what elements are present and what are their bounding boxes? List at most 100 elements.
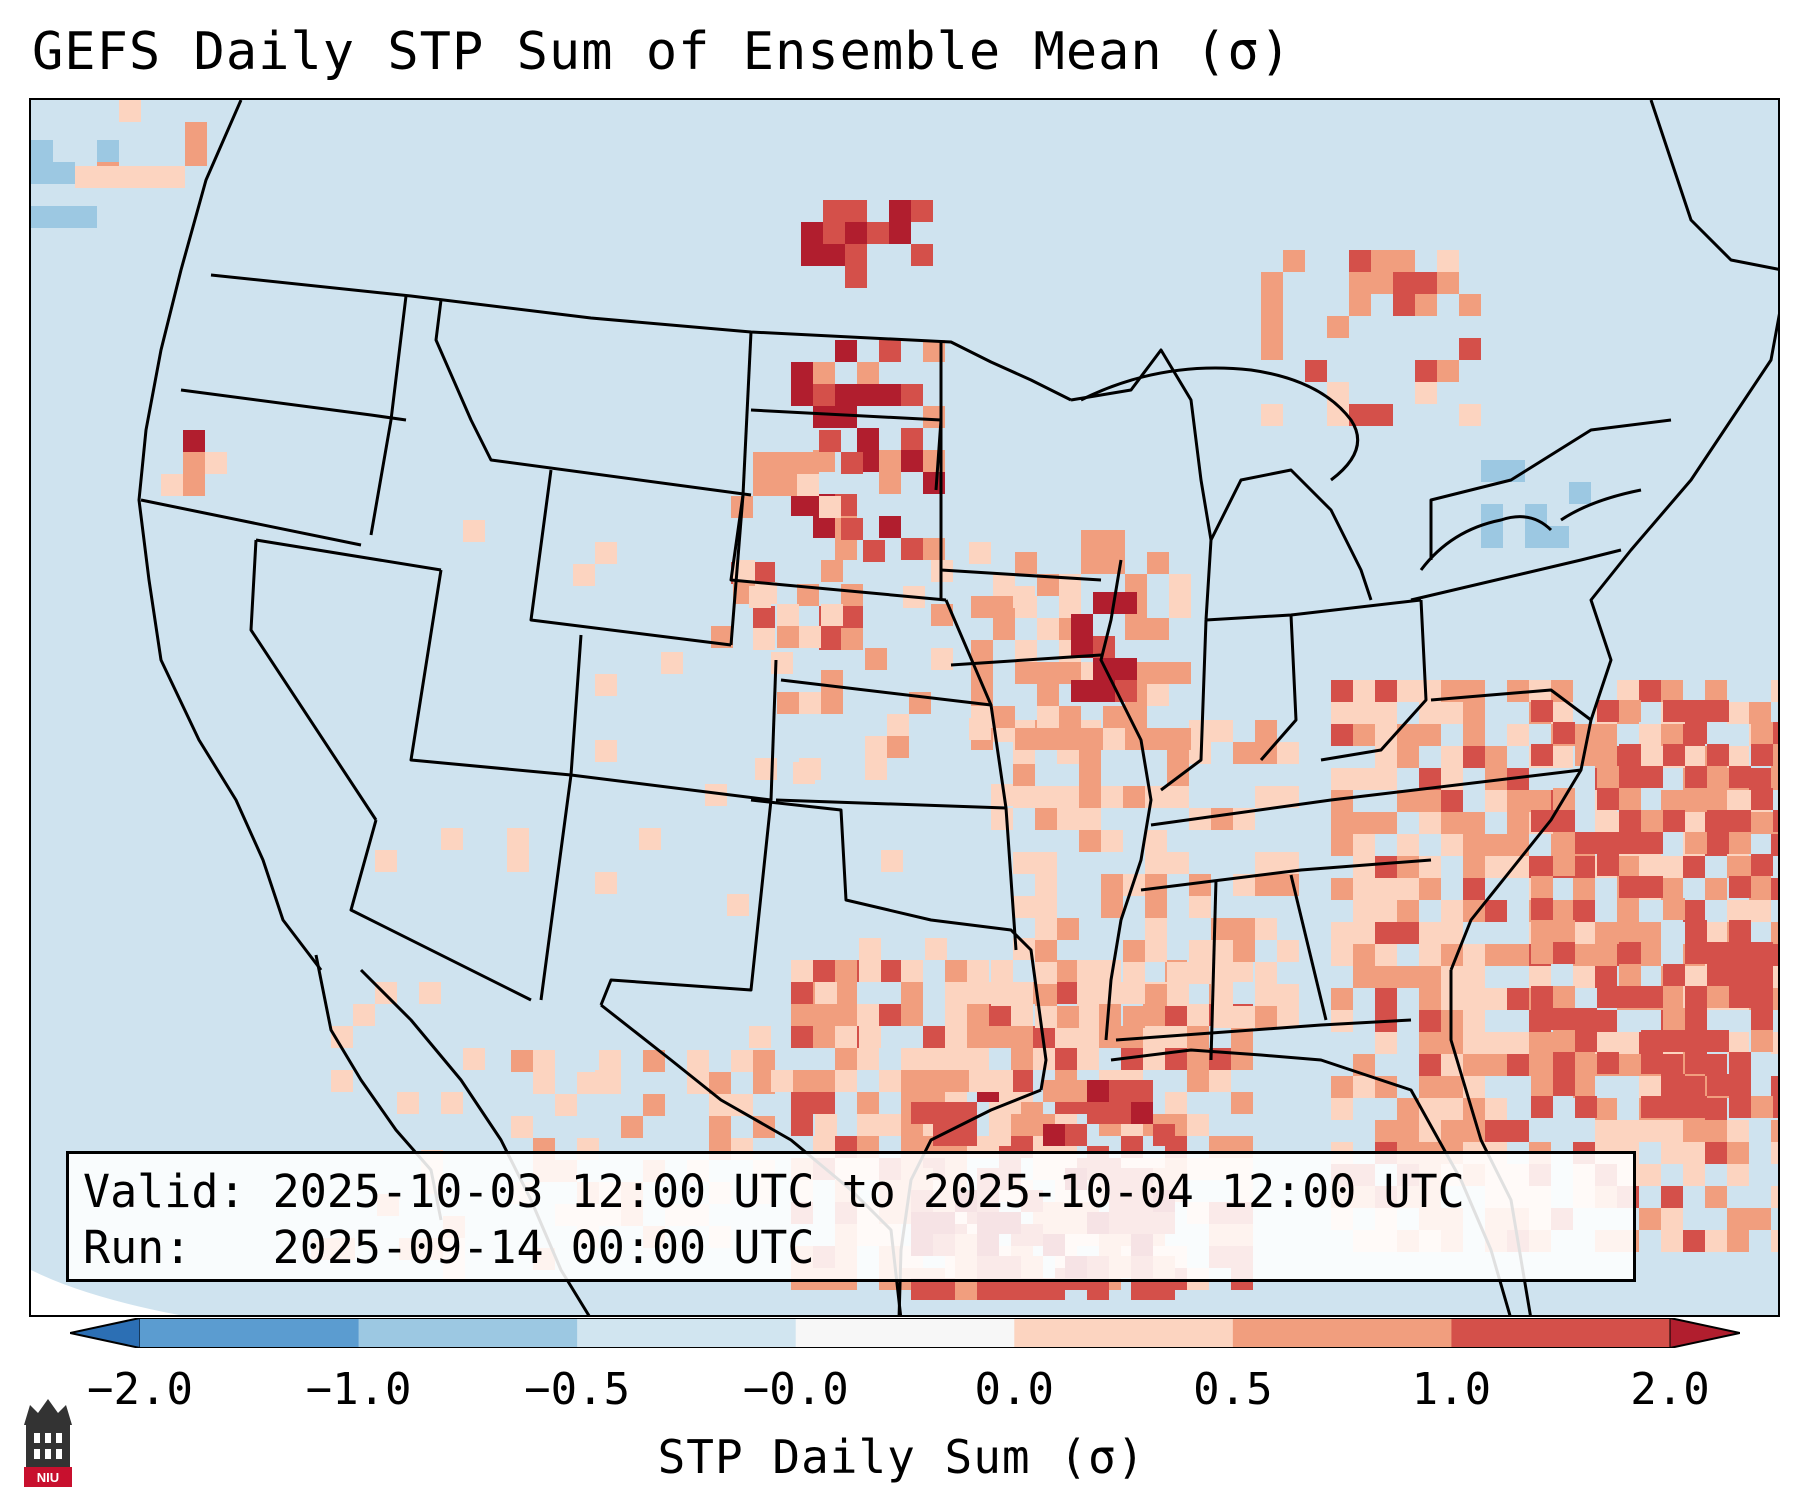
ms-al-border <box>1209 879 1218 1061</box>
stp-cell <box>819 430 841 452</box>
stp-cell <box>1595 812 1617 834</box>
stp-cell <box>1211 1006 1233 1028</box>
stp-cell <box>1261 294 1283 316</box>
stp-cell <box>1595 1120 1617 1142</box>
stp-cell <box>1035 984 1057 1006</box>
stp-cell <box>865 736 887 758</box>
stp-cell <box>989 1004 1011 1026</box>
stp-cell <box>1147 684 1169 706</box>
stp-cell <box>1751 1008 1773 1030</box>
stp-cell <box>1727 1032 1749 1054</box>
stp-cell <box>1485 1098 1507 1120</box>
stp-cell <box>1353 1054 1375 1076</box>
stp-cell <box>1485 1120 1507 1142</box>
stp-cell <box>1661 856 1683 878</box>
stp-cell <box>1595 922 1617 944</box>
stp-cell <box>1419 878 1441 900</box>
stp-cell <box>643 1094 665 1116</box>
stp-cell <box>813 362 835 384</box>
stp-cell <box>1463 856 1485 878</box>
stp-cell <box>945 1070 967 1092</box>
stp-cell <box>1071 680 1093 702</box>
stp-cell <box>967 1004 989 1026</box>
projection-edge <box>31 1270 180 1315</box>
tn-south <box>1140 858 1432 892</box>
stp-cell <box>727 894 749 916</box>
stp-cell <box>835 1004 857 1026</box>
stp-cell <box>1463 1032 1485 1054</box>
stp-cell <box>823 222 845 244</box>
stp-cell <box>1683 1164 1705 1186</box>
stp-cell <box>1415 272 1437 294</box>
stp-cell <box>775 474 797 496</box>
stp-cell <box>1277 786 1299 808</box>
stp-cell <box>857 1004 879 1026</box>
stp-cell <box>1503 460 1525 482</box>
stp-cell <box>1441 944 1463 966</box>
stp-cell <box>75 166 97 188</box>
stp-cell <box>1531 942 1553 964</box>
stp-cell <box>1371 404 1393 426</box>
stp-cell <box>1099 960 1121 982</box>
stp-cell <box>845 200 867 222</box>
stp-cell <box>1705 680 1727 702</box>
stp-cell <box>1751 722 1773 744</box>
stp-cell <box>1331 680 1353 702</box>
stp-cell <box>183 452 205 474</box>
stp-cell <box>1617 900 1639 922</box>
stp-cell <box>1707 700 1729 722</box>
stp-cell <box>1371 272 1393 294</box>
stp-cell <box>1055 960 1077 982</box>
stp-cell <box>1441 790 1463 812</box>
stp-cell <box>1751 986 1773 1008</box>
stp-cell <box>1231 960 1253 982</box>
stp-cell <box>1507 944 1529 966</box>
stp-cell <box>1393 294 1415 316</box>
stp-cell <box>991 960 1013 982</box>
stp-cell <box>1771 1230 1778 1252</box>
stp-cell <box>753 1050 775 1072</box>
al-ga-border <box>1289 874 1328 1021</box>
stp-cell <box>1437 250 1459 272</box>
stp-cell <box>791 960 813 982</box>
stp-cell <box>813 1070 835 1092</box>
stp-cell <box>1375 1032 1397 1054</box>
stp-cell <box>1531 700 1553 722</box>
stp-cell <box>1169 728 1191 750</box>
stp-cell <box>1187 1004 1209 1026</box>
stp-cell <box>1397 680 1419 702</box>
stp-cell <box>1641 1052 1663 1074</box>
stp-cell <box>1749 702 1771 724</box>
stp-cell <box>511 1116 533 1138</box>
stp-cell <box>1771 1186 1778 1208</box>
oh-east <box>1320 599 1428 762</box>
stp-cell <box>1125 574 1147 596</box>
stp-cell <box>1375 1076 1397 1098</box>
colorbar-segments <box>70 1318 1740 1348</box>
stp-cell <box>1705 878 1727 900</box>
stp-cell <box>1419 812 1441 834</box>
stp-cell <box>705 784 727 806</box>
stp-cell <box>1553 1008 1575 1030</box>
mt-south <box>434 299 752 497</box>
stp-cell <box>1255 962 1277 984</box>
stp-cell <box>1551 746 1573 768</box>
stp-cell <box>1641 766 1663 788</box>
stp-cell <box>1507 1120 1529 1142</box>
stp-cell <box>687 1050 709 1072</box>
stp-cell <box>1371 250 1393 272</box>
stp-cell <box>753 562 775 584</box>
stp-cell <box>1145 852 1167 874</box>
colorbar-segment <box>577 1318 797 1348</box>
stp-cell <box>1639 746 1661 768</box>
stp-cell <box>1077 1004 1099 1026</box>
stp-cell <box>1011 1026 1033 1048</box>
stp-cell <box>709 1116 731 1138</box>
stp-cell <box>841 452 863 474</box>
stp-cell <box>1619 788 1641 810</box>
stp-cell <box>1397 878 1419 900</box>
stp-cell <box>823 244 845 266</box>
stp-cell <box>1071 636 1093 658</box>
stp-cell <box>1043 1278 1065 1300</box>
stp-cell <box>1165 1004 1187 1026</box>
